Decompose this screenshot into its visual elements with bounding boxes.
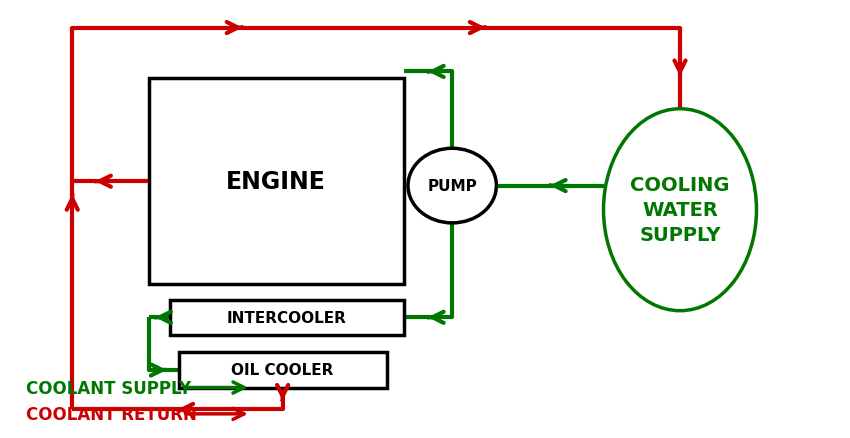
Text: PUMP: PUMP — [428, 179, 477, 194]
Text: INTERCOOLER: INTERCOOLER — [227, 310, 347, 325]
Text: COOLING
WATER
SUPPLY: COOLING WATER SUPPLY — [630, 176, 730, 245]
Text: COOLANT SUPPLY: COOLANT SUPPLY — [26, 378, 190, 397]
Text: COOLANT RETURN: COOLANT RETURN — [26, 405, 196, 423]
Bar — [149, 79, 404, 285]
Text: ENGINE: ENGINE — [226, 170, 326, 194]
Ellipse shape — [408, 149, 496, 223]
Text: OIL COOLER: OIL COOLER — [231, 363, 334, 378]
Bar — [178, 353, 387, 388]
Bar — [170, 300, 404, 335]
Ellipse shape — [604, 110, 756, 311]
